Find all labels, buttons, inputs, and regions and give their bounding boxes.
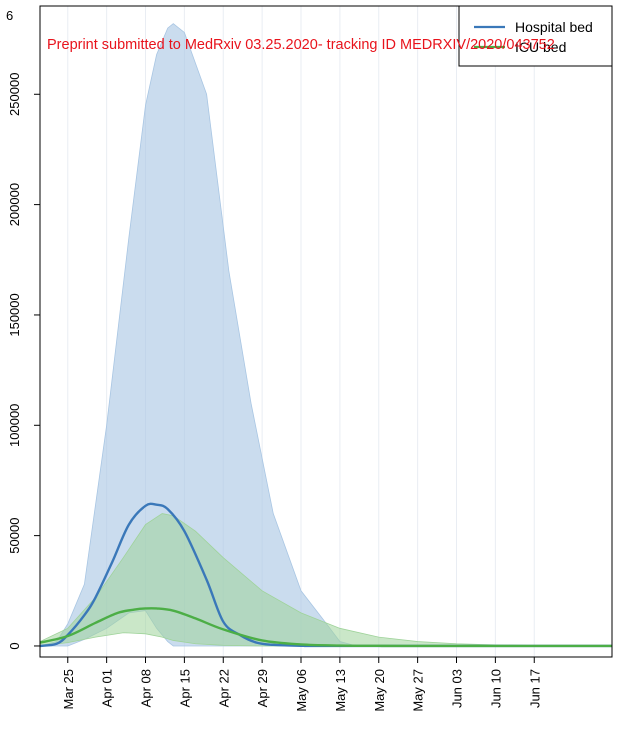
x-tick-label-may-13: May 13 (333, 669, 348, 712)
y-tick-label-200000: 200000 (7, 183, 22, 226)
y-tick-label-150000: 150000 (7, 293, 22, 336)
y-tick-label-0: 0 (7, 642, 22, 649)
x-tick-label-may-20: May 20 (372, 669, 387, 712)
hospital-bed-series-line (39, 502, 613, 648)
legend-hospital-label: Hospital bed (515, 19, 593, 35)
x-tick-label-apr-15: Apr 15 (177, 669, 192, 707)
icu-bed-series-line (39, 607, 612, 648)
x-tick-label-may-06: May 06 (294, 669, 309, 712)
y-tick-label-100000: 100000 (7, 404, 22, 447)
y-tick-label-250000: 250000 (7, 73, 22, 116)
legend-box (458, 5, 613, 67)
y-tick-label-50000: 50000 (7, 518, 22, 554)
x-axis-ticks: Mar 25 Apr 01 Apr 08 Apr 15 Apr 22 Apr 29 May … (61, 657, 542, 712)
hospital-bed-interval-band (39, 23, 612, 647)
line-layer (39, 502, 613, 648)
x-tick-label-mar-25: Mar 25 (61, 669, 76, 709)
x-tick-label-apr-22: Apr 22 (216, 669, 231, 707)
legend: Hospital bed ICU bed (458, 5, 613, 67)
watermark-text: Preprint submitted to MedRxiv 03.25.2020… (47, 37, 555, 53)
x-tick-label-may-27: May 27 (411, 669, 426, 712)
x-tick-label-jun-03: Jun 03 (450, 669, 465, 708)
top-left-label: 6 (6, 8, 13, 23)
x-tick-label-jun-17: Jun 17 (527, 669, 542, 708)
x-tick-label-apr-29: Apr 29 (255, 669, 270, 707)
y-axis-ticks: 0 50000 100000 150000 200000 250000 (7, 73, 40, 650)
x-tick-label-apr-01: Apr 01 (100, 669, 115, 707)
x-tick-label-apr-08: Apr 08 (139, 669, 154, 707)
x-tick-label-jun-10: Jun 10 (488, 669, 503, 708)
legend-icu-label: ICU bed (515, 39, 566, 55)
band-layer (39, 23, 613, 647)
